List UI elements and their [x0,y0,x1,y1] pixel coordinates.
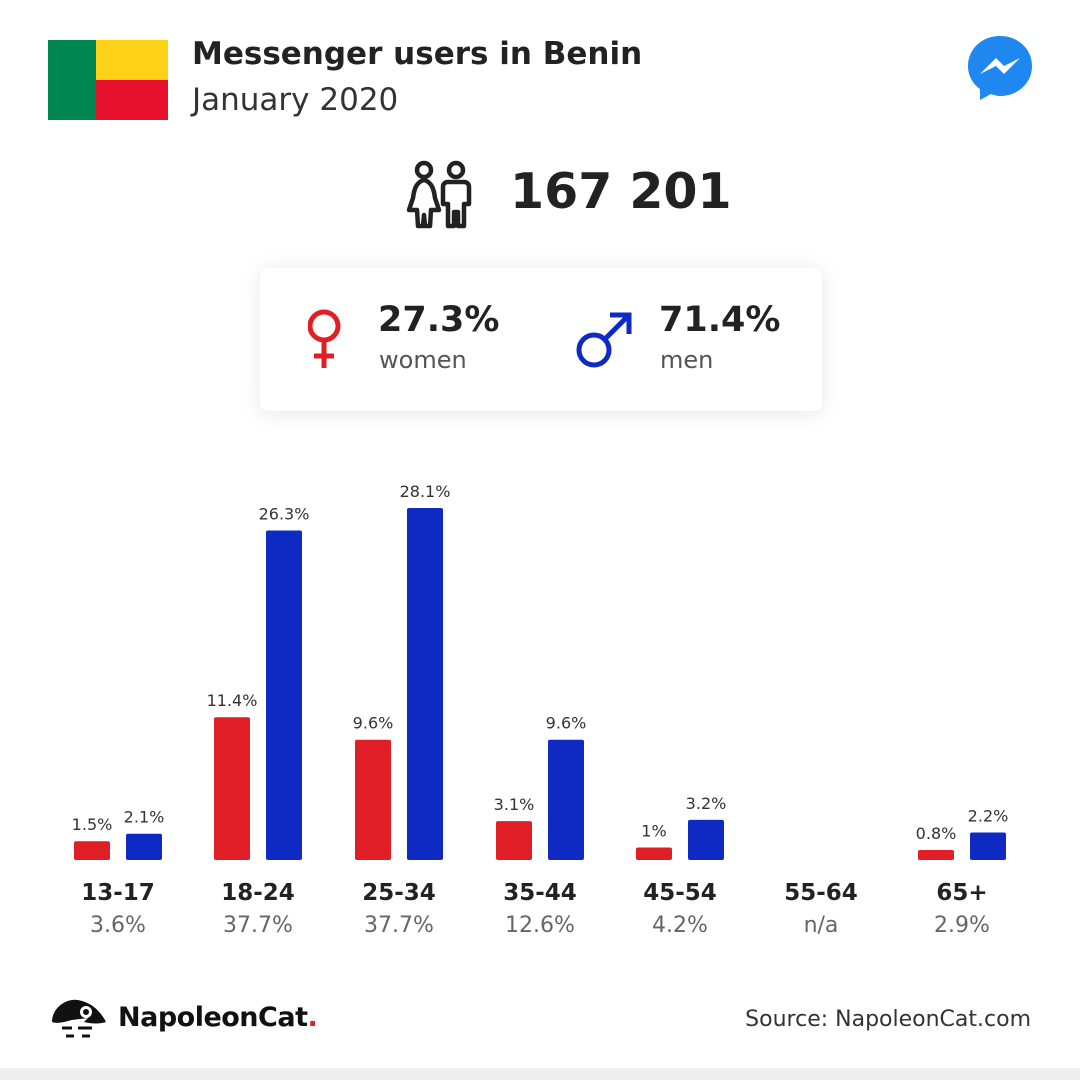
women-label: women [379,346,467,374]
category-total-label: 2.9% [934,913,990,938]
bar-13-17-series1 [126,833,162,860]
men-percentage: 71.4% [659,300,781,340]
page-subtitle: January 2020 [192,82,399,118]
category-total-label: 4.2% [652,913,708,938]
bar-45-54-series0 [636,847,672,860]
brand-name: NapoleonCat. [118,1002,318,1033]
total-users-value: 167 201 [510,163,732,220]
benin-flag [48,40,168,120]
category-label: 55-64 [784,880,858,906]
bar-value-label: 1% [641,821,666,840]
category-total-label: 12.6% [505,913,575,938]
people-icon [406,160,472,229]
bottom-strip [0,1068,1080,1080]
bar-18-24-series0 [214,717,250,860]
bar-18-24-series1 [266,530,302,860]
women-percentage: 27.3% [378,300,500,340]
men-label: men [660,346,714,374]
bar-value-label: 11.4% [207,691,258,710]
category-label: 18-24 [221,880,295,906]
bar-65+-series0 [918,849,954,860]
bar-value-label: 28.1% [400,482,451,501]
bar-value-label: 0.8% [916,824,957,843]
bar-value-label: 9.6% [353,714,394,733]
bar-value-label: 3.2% [686,794,727,813]
bar-25-34-series0 [355,739,391,860]
category-total-label: n/a [804,913,839,938]
napoleoncat-logo-icon [52,999,106,1038]
bar-value-label: 26.3% [259,505,310,524]
bar-value-label: 3.1% [494,795,535,814]
source-credit: Source: NapoleonCat.com [745,1007,1031,1032]
female-symbol-icon [308,309,341,368]
age-gender-bar-chart: 1.5% 2.1% 13-17 3.6% 11.4% 26.3% 18-24 37.7% 9.6… [72,482,1009,938]
bar-45-54-series1 [688,819,724,860]
category-label: 13-17 [81,880,155,906]
category-label: 25-34 [362,880,436,906]
bar-value-label: 2.2% [968,806,1009,825]
bar-value-label: 1.5% [72,815,113,834]
category-label: 65+ [936,880,987,906]
bar-65+-series1 [970,832,1006,860]
page-title: Messenger users in Benin [192,36,643,72]
bar-35-44-series0 [496,821,532,860]
bar-25-34-series1 [407,508,443,860]
gender-card: 27.3% women 71.4% men [260,268,822,411]
bar-value-label: 9.6% [546,714,587,733]
bar-value-label: 2.1% [124,808,165,827]
category-total-label: 37.7% [364,913,434,938]
category-total-label: 3.6% [90,913,146,938]
category-label: 45-54 [643,880,717,906]
bar-35-44-series1 [548,739,584,860]
messenger-icon [968,36,1032,100]
male-symbol-icon [576,312,632,368]
bar-13-17-series0 [74,841,110,860]
category-total-label: 37.7% [223,913,293,938]
category-label: 35-44 [503,880,577,906]
